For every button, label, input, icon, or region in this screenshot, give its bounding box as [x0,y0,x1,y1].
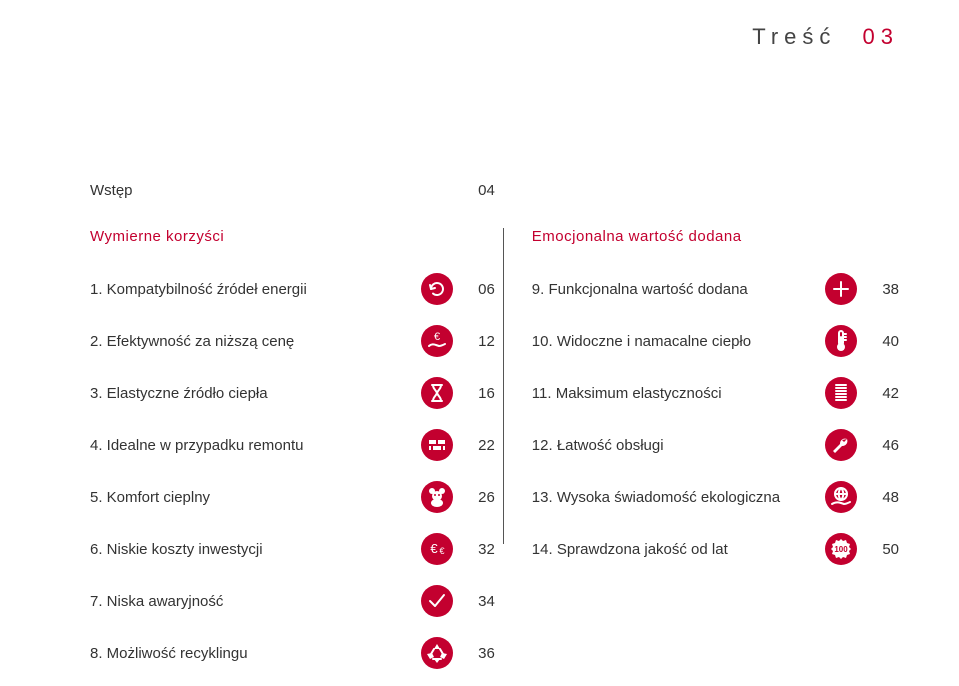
toc-label: 13. Wysoka świadomość ekologiczna [532,489,819,506]
toc-row: 7. Niska awaryjność 34 [90,575,495,627]
toc-row: 10. Widoczne i namacalne ciepło 40 [532,315,899,367]
header-label: Treść [752,24,836,49]
check-icon [421,585,453,617]
left-section-title: Wymierne korzyści [90,228,495,245]
toc-row: 5. Komfort cieplny 26 [90,471,495,523]
page-header: Treść 03 [752,24,899,50]
toc-label: 12. Łatwość obsługi [532,437,819,454]
right-section-title: Emocjonalna wartość dodana [532,228,899,245]
toc-label: 3. Elastyczne źródło ciepła [90,385,415,402]
toc-label: 7. Niska awaryjność [90,593,415,610]
toc-page: 50 [867,541,899,558]
hourglass-icon [421,377,453,409]
toc-page: 22 [463,437,495,454]
document-page: Treść 03 Wstęp 04 Wymierne korzyści 1. K… [0,0,959,686]
header-page-number: 03 [863,24,899,49]
toc-row: 12. Łatwość obsługi 46 [532,419,899,471]
toc-row: 3. Elastyczne źródło ciepła 16 [90,367,495,419]
toc-row: 14. Sprawdzona jakość od lat 50 [532,523,899,575]
toc-label: 5. Komfort cieplny [90,489,415,506]
toc-row: 9. Funkcjonalna wartość dodana 38 [532,263,899,315]
toc-row: 4. Idealne w przypadku remontu 22 [90,419,495,471]
left-column: Wstęp 04 Wymierne korzyści 1. Kompatybil… [90,170,495,679]
toc-page: 32 [463,541,495,558]
toc-page: 16 [463,385,495,402]
toc-page: 26 [463,489,495,506]
intro-label: Wstęp [90,182,463,199]
toc-row: 2. Efektywność za niższą cenę 12 [90,315,495,367]
toc-page: 48 [867,489,899,506]
badge-100-icon [825,533,857,565]
toc-label: 8. Możliwość recyklingu [90,645,415,662]
toc-label: 1. Kompatybilność źródeł energii [90,281,415,298]
refresh-icon [421,273,453,305]
toc-page: 36 [463,645,495,662]
spacer [532,170,899,228]
toc-label: 6. Niskie koszty inwestycji [90,541,415,558]
globe-hand-icon [825,481,857,513]
toc-page: 42 [867,385,899,402]
toc-row: 1. Kompatybilność źródeł energii 06 [90,263,495,315]
teddy-icon [421,481,453,513]
toc-page: 06 [463,281,495,298]
euro-hand-icon [421,325,453,357]
toc-label: 2. Efektywność za niższą cenę [90,333,415,350]
toc-page: 40 [867,333,899,350]
toc-label: 14. Sprawdzona jakość od lat [532,541,819,558]
toc-row: 13. Wysoka świadomość ekologiczna 48 [532,471,899,523]
recycle-icon [421,637,453,669]
toc-row: 8. Możliwość recyklingu 36 [90,627,495,679]
intro-row: Wstęp 04 [90,170,495,210]
toc-label: 10. Widoczne i namacalne ciepło [532,333,819,350]
spring-icon [825,377,857,409]
toc-page: 46 [867,437,899,454]
toc-page: 38 [867,281,899,298]
wrench-icon [825,429,857,461]
plus-icon [825,273,857,305]
column-divider [503,228,504,544]
toc-row: 11. Maksimum elastyczności 42 [532,367,899,419]
intro-page: 04 [463,182,495,199]
toc-label: 11. Maksimum elastyczności [532,385,819,402]
toc-row: 6. Niskie koszty inwestycji 32 [90,523,495,575]
thermometer-icon [825,325,857,357]
euro-double-icon [421,533,453,565]
toc-page: 34 [463,593,495,610]
bricks-icon [421,429,453,461]
toc-label: 9. Funkcjonalna wartość dodana [532,281,819,298]
toc-page: 12 [463,333,495,350]
right-column: Emocjonalna wartość dodana 9. Funkcjonal… [532,170,899,679]
toc-content: Wstęp 04 Wymierne korzyści 1. Kompatybil… [90,170,899,679]
toc-label: 4. Idealne w przypadku remontu [90,437,415,454]
